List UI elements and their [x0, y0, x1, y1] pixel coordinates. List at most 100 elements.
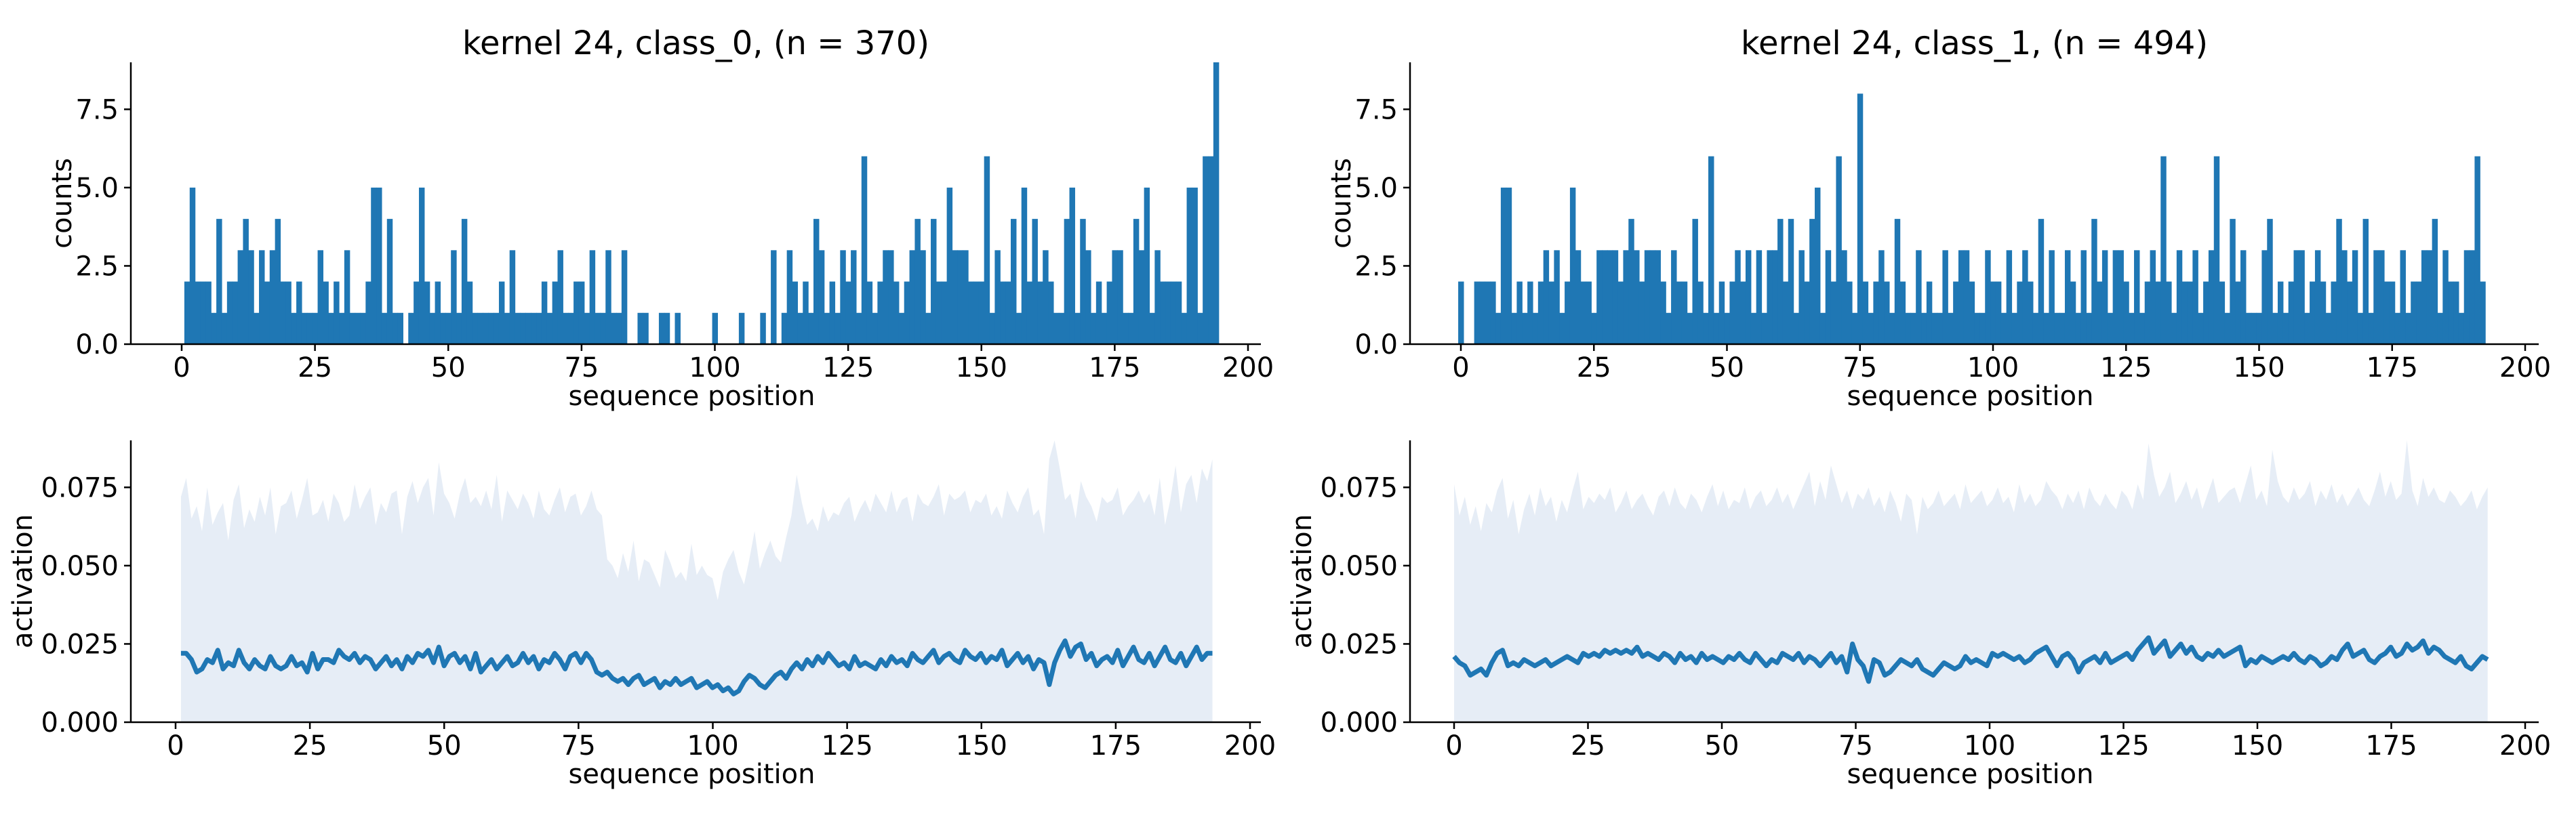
bar-hist-class1-134	[2171, 312, 2177, 344]
bar-hist-class1-174	[2383, 281, 2390, 344]
bar-hist-class1-59	[1772, 250, 1778, 344]
x-tick-label: 150	[2232, 730, 2283, 762]
x-tick-label: 25	[1577, 352, 1611, 383]
bar-hist-class1-22	[1575, 250, 1582, 344]
bar-hist-class0-125	[845, 281, 851, 344]
bar-hist-class1-64	[1798, 250, 1805, 344]
bar-hist-class0-170	[1085, 250, 1091, 344]
bar-hist-class0-20	[285, 281, 291, 344]
bar-hist-class0-36	[371, 187, 377, 344]
bar-hist-class1-71	[1836, 156, 1842, 345]
bar-hist-class0-150	[978, 281, 985, 344]
bar-hist-class0-151	[984, 156, 990, 345]
bar-hist-class1-77	[1868, 312, 1874, 344]
bar-hist-class1-3	[1474, 281, 1481, 344]
x-tick-label: 175	[1090, 730, 1142, 762]
panel-act-class1: 0 25 50 75 100 125 150 175 200 0.000 0.025 0.050 0.0…	[1287, 440, 2551, 790]
bar-hist-class0-152	[989, 312, 996, 344]
chart-title: kernel 24, class_1, (n = 494)	[1741, 24, 2208, 62]
bar-hist-class0-10	[232, 281, 239, 344]
bar-hist-class1-23	[1580, 281, 1587, 344]
bar-hist-class0-57	[483, 312, 489, 344]
bar-hist-class1-18	[1554, 250, 1560, 344]
bar-hist-class1-91	[1942, 250, 1948, 344]
bar-hist-class0-19	[280, 281, 286, 344]
bar-hist-class1-11	[1516, 281, 1523, 344]
bar-hist-class0-25	[312, 312, 319, 344]
bar-hist-class1-75	[1857, 93, 1864, 344]
bar-hist-class0-2	[189, 187, 196, 344]
chart-title: kernel 24, class_0, (n = 370)	[462, 24, 929, 62]
bar-hist-class1-121	[2101, 250, 2108, 344]
x-tick-label: 50	[427, 730, 462, 762]
bar-hist-class1-189	[2463, 250, 2470, 344]
bar-hist-class1-188	[2458, 312, 2465, 344]
bar-hist-class1-156	[2288, 281, 2295, 344]
bar-hist-class1-143	[2219, 281, 2226, 344]
bar-hist-class0-181	[1144, 187, 1150, 344]
bar-hist-class0-116	[797, 312, 803, 344]
bar-hist-class1-166	[2341, 250, 2348, 344]
bar-hist-class1-39	[1666, 312, 1672, 344]
bar-hist-class1-164	[2331, 281, 2337, 344]
bar-hist-class0-147	[963, 250, 969, 344]
x-axis-label: sequence position	[569, 381, 816, 412]
bar-hist-class1-103	[2006, 250, 2013, 344]
bar-hist-class0-61	[504, 312, 510, 344]
bar-hist-class0-118	[808, 312, 814, 344]
bar-hist-class0-79	[600, 312, 606, 344]
bar-hist-class1-127	[2134, 250, 2140, 344]
bar-hist-class1-31	[1623, 250, 1629, 344]
y-tick-label: 0.0	[75, 329, 119, 360]
bar-hist-class1-151	[2261, 250, 2268, 344]
bar-hist-class1-129	[2144, 281, 2151, 344]
bar-hist-class0-123	[834, 312, 841, 344]
bar-hist-class0-51	[451, 250, 457, 344]
x-tick-label: 175	[1089, 352, 1140, 383]
bar-hist-class1-87	[1921, 312, 1927, 344]
bar-hist-class1-190	[2469, 250, 2476, 344]
y-tick-label: 2.5	[1354, 251, 1398, 282]
bar-hist-class0-162	[1043, 250, 1049, 344]
bar-hist-class1-76	[1862, 281, 1869, 344]
bar-hist-class1-61	[1782, 281, 1789, 344]
bar-hist-class1-7	[1495, 312, 1502, 344]
bar-hist-class1-102	[2000, 312, 2007, 344]
bar-hist-class1-186	[2448, 281, 2454, 344]
x-tick-label: 75	[1838, 730, 1873, 762]
bar-hist-class0-83	[621, 250, 628, 344]
bar-hist-class0-86	[637, 312, 643, 344]
bar-hist-class1-150	[2256, 312, 2263, 344]
bar-hist-class0-73	[568, 312, 574, 344]
bar-hist-class0-172	[1095, 281, 1102, 344]
bar-hist-class0-185	[1165, 281, 1171, 344]
bar-hist-class1-46	[1703, 312, 1709, 344]
bar-hist-class0-166	[1064, 219, 1070, 344]
bar-hist-class1-60	[1777, 219, 1784, 344]
bar-hist-class1-119	[2091, 219, 2097, 344]
bar-hist-class1-84	[1905, 312, 1911, 344]
bar-hist-class1-100	[1990, 281, 1996, 344]
bar-hist-class1-98	[1979, 312, 1986, 344]
bar-hist-class1-154	[2277, 281, 2284, 344]
bar-hist-class0-192	[1203, 156, 1209, 345]
panel-hist-class1: 0 25 50 75 100 125 150 175 200 0.0 2.5 5.0 7.5 sequen…	[1326, 24, 2551, 412]
bar-hist-class0-129	[866, 281, 873, 344]
bar-hist-class0-167	[1069, 187, 1075, 344]
x-tick-label: 150	[956, 352, 1007, 383]
bar-hist-class1-66	[1809, 219, 1815, 344]
x-tick-label: 125	[2097, 730, 2149, 762]
bar-hist-class1-15	[1537, 281, 1544, 344]
bar-hist-class0-38	[381, 312, 388, 344]
bar-hist-class0-12	[243, 219, 249, 344]
bar-hist-class0-146	[957, 250, 963, 344]
bar-hist-class1-94	[1958, 250, 1965, 344]
bar-hist-class0-40	[392, 312, 399, 344]
bar-hist-class0-105	[738, 312, 745, 344]
bar-hist-class0-140	[925, 312, 931, 344]
bar-hist-class1-147	[2240, 250, 2247, 344]
bar-hist-class1-160	[2310, 281, 2316, 344]
bar-hist-class0-114	[786, 250, 793, 344]
bar-hist-class0-71	[557, 250, 563, 344]
bar-hist-class1-114	[2064, 250, 2071, 344]
